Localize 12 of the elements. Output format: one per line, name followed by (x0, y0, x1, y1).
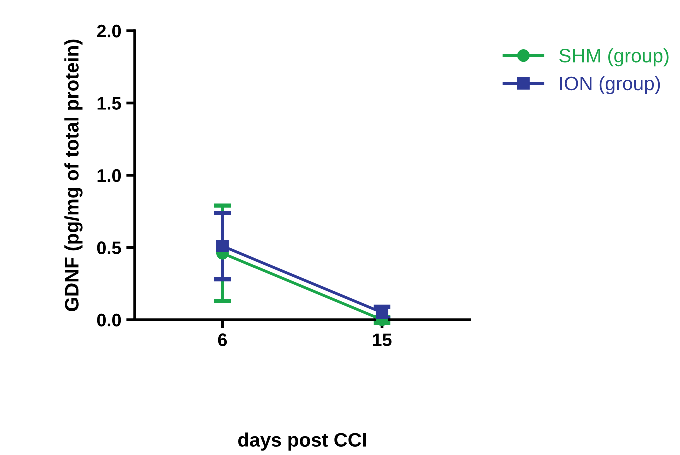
x-tick-label: 15 (373, 334, 392, 346)
y-tick-label: 2.0 (97, 24, 122, 38)
y-tick-label: 0.0 (97, 314, 122, 327)
x-tick-label: 6 (218, 334, 228, 346)
x-axis-title: days post CCI (238, 432, 366, 451)
y-tick-label: 0.5 (97, 242, 122, 254)
legend-label: SHM (group) (560, 48, 669, 67)
y-axis-title: GDNF (pg/mg of total protein) (64, 40, 83, 312)
y-tick-label: 1.5 (98, 97, 122, 110)
legend-label: ION (group) (560, 76, 660, 94)
point (216, 240, 229, 253)
y-tick-label: 1.0 (98, 169, 122, 182)
